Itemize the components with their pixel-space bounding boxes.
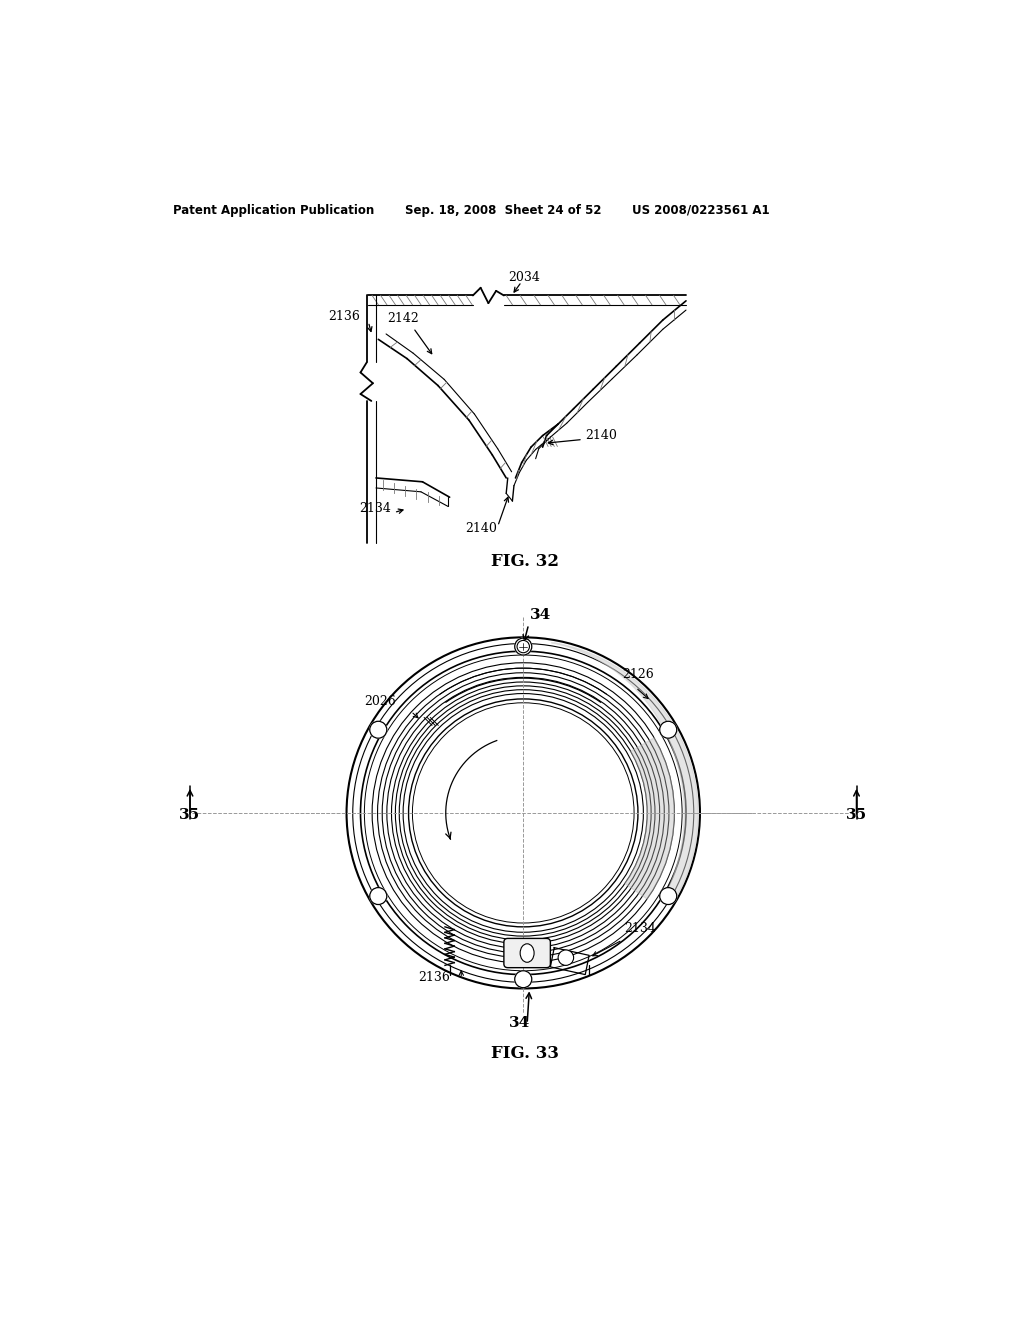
Circle shape xyxy=(517,640,529,653)
Text: 2136: 2136 xyxy=(329,310,360,323)
Text: FIG. 32: FIG. 32 xyxy=(490,553,559,570)
Circle shape xyxy=(370,721,387,738)
Text: FIG. 33: FIG. 33 xyxy=(490,1044,559,1061)
Circle shape xyxy=(515,970,531,987)
Circle shape xyxy=(370,887,387,904)
Circle shape xyxy=(515,638,531,655)
Text: Patent Application Publication: Patent Application Publication xyxy=(173,203,374,216)
Ellipse shape xyxy=(520,944,535,962)
Text: 2136: 2136 xyxy=(418,970,451,983)
Text: 35: 35 xyxy=(179,808,201,822)
Text: 2126: 2126 xyxy=(623,668,654,681)
Circle shape xyxy=(659,721,677,738)
Text: Sep. 18, 2008  Sheet 24 of 52: Sep. 18, 2008 Sheet 24 of 52 xyxy=(406,203,602,216)
Polygon shape xyxy=(625,738,675,899)
Text: 35: 35 xyxy=(846,808,867,822)
Circle shape xyxy=(659,887,677,904)
Text: 2140: 2140 xyxy=(465,521,497,535)
Text: 2134: 2134 xyxy=(359,502,391,515)
Text: US 2008/0223561 A1: US 2008/0223561 A1 xyxy=(632,203,769,216)
FancyBboxPatch shape xyxy=(504,939,550,968)
Text: 34: 34 xyxy=(529,607,551,622)
Circle shape xyxy=(558,950,573,965)
Text: 2034: 2034 xyxy=(508,271,540,284)
Text: 2134: 2134 xyxy=(624,923,656,936)
Text: 34: 34 xyxy=(509,1016,530,1030)
Text: 2140: 2140 xyxy=(586,429,617,442)
Text: 2142: 2142 xyxy=(387,312,419,325)
Text: 2026: 2026 xyxy=(365,696,396,708)
